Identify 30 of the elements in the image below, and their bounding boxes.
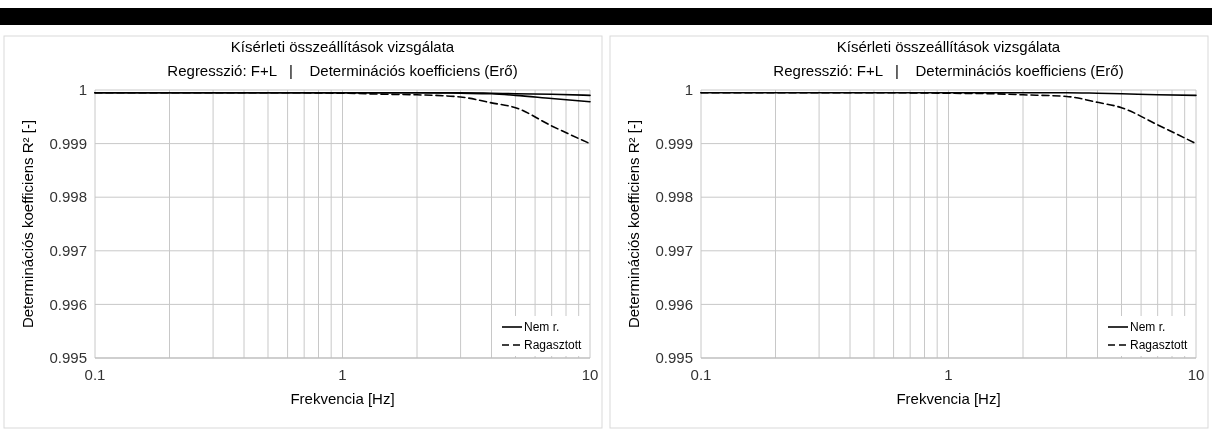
y-axis-title: Determinációs koefficiens R² [-] — [19, 119, 36, 329]
x-axis-title: Frekvencia [Hz] — [290, 390, 395, 407]
x-tick-label: 10 — [581, 366, 599, 383]
x-tick-label: 0.1 — [84, 366, 106, 383]
x-axis-title: Frekvencia [Hz] — [896, 390, 1001, 407]
x-tick-label: 1 — [338, 366, 347, 383]
legend-label: Nem r. — [524, 320, 560, 335]
y-tick-label: 0.995 — [49, 349, 87, 367]
y-tick-label: 0.996 — [655, 295, 693, 313]
y-tick-label: 0.998 — [655, 188, 693, 206]
y-tick-label: 0.996 — [49, 295, 87, 313]
y-tick-label: 0.999 — [49, 134, 87, 152]
chart-title: Kísérleti összeállítások vizsgálata — [836, 38, 1061, 55]
legend-label: Ragasztott — [1130, 338, 1189, 353]
chart-title: Kísérleti összeállítások vizsgálata — [230, 38, 455, 55]
y-tick-label: 1 — [684, 81, 693, 99]
y-tick-label: 0.995 — [655, 349, 693, 367]
x-tick-label: 1 — [944, 366, 953, 383]
x-tick-label: 0.1 — [690, 366, 712, 383]
legend-label: Nem r. — [1130, 320, 1166, 335]
x-tick-label: 10 — [1187, 366, 1205, 383]
chart-subtitle: Regresszió: F+L | Determinációs koefficiens (Erő) — [167, 62, 518, 79]
y-axis-title: Determinációs koefficiens R² [-] — [625, 119, 642, 329]
y-tick-label: 0.997 — [655, 242, 693, 260]
y-tick-label: 1 — [78, 81, 87, 99]
y-tick-label: 0.997 — [49, 242, 87, 260]
chart-subtitle: Regresszió: F+L | Determinációs koefficiens (Erő) — [773, 62, 1124, 79]
y-tick-label: 0.998 — [49, 188, 87, 206]
legend-label: Ragasztott — [524, 338, 583, 353]
y-tick-label: 0.999 — [655, 134, 693, 152]
